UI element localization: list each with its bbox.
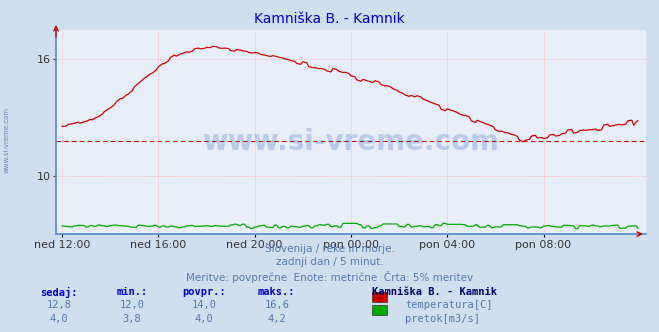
Text: www.si-vreme.com: www.si-vreme.com	[3, 106, 10, 173]
Text: povpr.:: povpr.:	[183, 287, 226, 297]
Text: Slovenija / reke in morje.: Slovenija / reke in morje.	[264, 244, 395, 254]
Text: 4,2: 4,2	[268, 314, 286, 324]
Text: sedaj:: sedaj:	[41, 287, 78, 298]
Text: Kamniška B. - Kamnik: Kamniška B. - Kamnik	[254, 12, 405, 26]
Text: pretok[m3/s]: pretok[m3/s]	[405, 314, 480, 324]
Text: zadnji dan / 5 minut.: zadnji dan / 5 minut.	[275, 257, 384, 267]
Text: maks.:: maks.:	[258, 287, 295, 297]
Text: 4,0: 4,0	[195, 314, 214, 324]
Text: 14,0: 14,0	[192, 300, 217, 310]
Text: Kamniška B. - Kamnik: Kamniška B. - Kamnik	[372, 287, 498, 297]
Text: 12,8: 12,8	[47, 300, 72, 310]
Text: temperatura[C]: temperatura[C]	[405, 300, 493, 310]
Text: www.si-vreme.com: www.si-vreme.com	[202, 128, 500, 156]
Text: Meritve: povprečne  Enote: metrične  Črta: 5% meritev: Meritve: povprečne Enote: metrične Črta:…	[186, 271, 473, 283]
Text: 3,8: 3,8	[123, 314, 141, 324]
Text: 16,6: 16,6	[264, 300, 289, 310]
Text: min.:: min.:	[116, 287, 148, 297]
Text: 12,0: 12,0	[119, 300, 144, 310]
Text: 4,0: 4,0	[50, 314, 69, 324]
